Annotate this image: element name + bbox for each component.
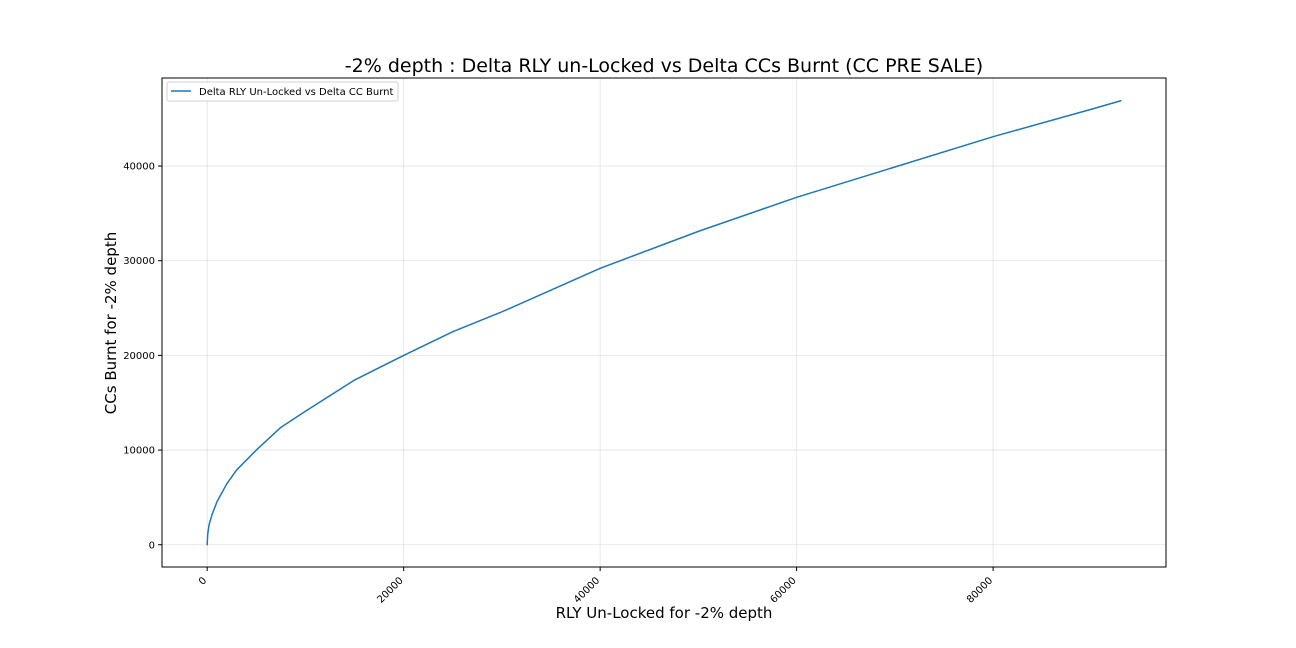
y-tick-label: 0 <box>149 540 155 551</box>
x-axis-label: RLY Un-Locked for -2% depth <box>556 604 773 622</box>
y-tick-label: 10000 <box>123 446 155 457</box>
series-layer <box>206 99 1122 546</box>
x-tick-label: 20000 <box>376 575 406 605</box>
y-axis-label: CCs Burnt for -2% depth <box>102 232 120 414</box>
legend-label: Delta RLY Un-Locked vs Delta CC Burnt <box>199 87 394 98</box>
x-tick-label: 0 <box>197 575 209 587</box>
y-tick-label: 40000 <box>123 162 155 173</box>
y-axis-ticks: 0 10000 20000 30000 40000 <box>123 162 162 551</box>
x-axis-ticks: 0 20000 40000 60000 80000 <box>197 567 995 606</box>
x-tick-label: 60000 <box>768 575 798 605</box>
y-tick-label: 20000 <box>123 351 155 362</box>
chart-title: -2% depth : Delta RLY un-Locked vs Delta… <box>345 55 983 77</box>
x-tick-label: 40000 <box>572 575 602 605</box>
legend: Delta RLY Un-Locked vs Delta CC Burnt <box>166 81 399 102</box>
legend-box <box>166 81 399 102</box>
x-tick-label: 80000 <box>965 575 995 605</box>
series-line <box>206 99 1122 546</box>
plot-area-frame <box>161 77 1167 568</box>
grid-lines <box>162 78 1166 567</box>
y-tick-label: 30000 <box>123 256 155 267</box>
